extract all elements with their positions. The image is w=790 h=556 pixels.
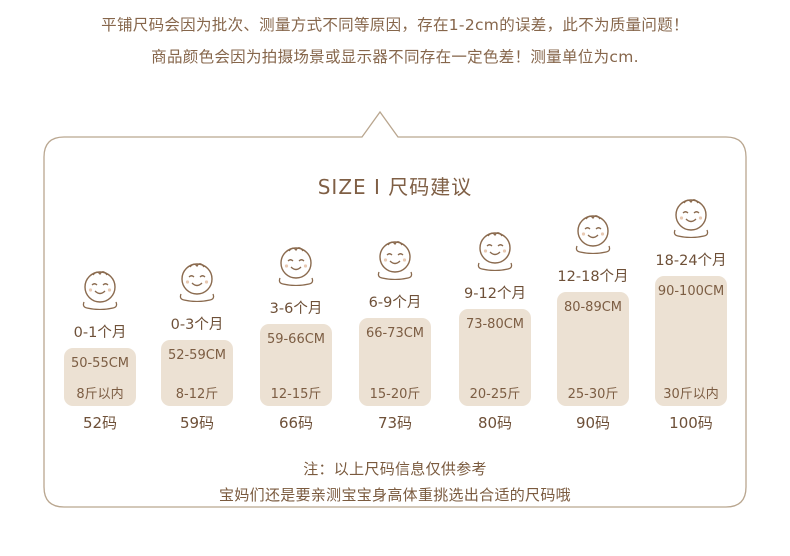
size-code: 59码: [179, 414, 215, 432]
size-column-7: 18-24个月 90-100CM 30斤以内 100码: [655, 0, 727, 432]
size-card: 80-89CM 25-30斤: [557, 292, 629, 406]
size-column-4: 6-9个月 66-73CM 15-20斤 73码: [359, 0, 431, 432]
size-column-1: 0-1个月 50-55CM 8斤以内 52码: [64, 0, 136, 432]
age-label: 18-24个月: [655, 253, 727, 269]
height-range: 50-55CM: [70, 356, 130, 371]
baby-face-icon: [373, 236, 417, 281]
size-card: 90-100CM 30斤以内: [655, 276, 727, 406]
size-code: 73码: [377, 414, 413, 432]
height-range: 59-66CM: [266, 332, 326, 347]
age-label: 0-3个月: [170, 317, 224, 333]
weight-range: 8斤以内: [76, 387, 124, 402]
size-column-3: 3-6个月 59-66CM 12-15斤 66码: [260, 0, 332, 432]
age-label: 9-12个月: [464, 286, 526, 302]
size-card: 52-59CM 8-12斤: [161, 340, 233, 406]
height-range: 73-80CM: [465, 317, 525, 332]
size-title: SIZE I 尺码建议: [317, 175, 473, 199]
weight-range: 15-20斤: [369, 387, 421, 402]
size-column-6: 12-18个月 80-89CM 25-30斤 90码: [557, 0, 629, 432]
height-range: 80-89CM: [563, 300, 623, 315]
footer-tip: 宝妈们还是要亲测宝宝身高体重挑选出合适的尺码哦: [219, 486, 571, 504]
baby-face-icon: [571, 210, 615, 255]
size-card: 66-73CM 15-20斤: [359, 318, 431, 406]
size-card: 59-66CM 12-15斤: [260, 324, 332, 406]
weight-range: 20-25斤: [469, 387, 521, 402]
baby-face-icon: [175, 258, 219, 303]
size-code: 80码: [477, 414, 513, 432]
age-label: 12-18个月: [557, 269, 629, 285]
size-card: 50-55CM 8斤以内: [64, 348, 136, 406]
baby-face-icon: [78, 266, 122, 311]
weight-range: 25-30斤: [567, 387, 619, 402]
age-label: 3-6个月: [269, 301, 323, 317]
height-range: 52-59CM: [167, 348, 227, 363]
age-label: 0-1个月: [73, 325, 127, 341]
age-label: 6-9个月: [368, 295, 422, 311]
weight-range: 8-12斤: [175, 387, 219, 402]
weight-range: 12-15斤: [270, 387, 322, 402]
baby-face-icon: [473, 227, 517, 272]
size-code: 66码: [278, 414, 314, 432]
size-code: 100码: [669, 414, 713, 432]
weight-range: 30斤以内: [663, 387, 719, 402]
height-range: 90-100CM: [657, 284, 725, 299]
note-line-1: 平铺尺码会因为批次、测量方式不同等原因，存在1-2cm的误差，此不为质量问题！: [101, 16, 689, 34]
note-line-2: 商品颜色会因为拍摄场景或显示器不同存在一定色差！测量单位为cm.: [151, 48, 639, 66]
baby-face-icon: [274, 242, 318, 287]
size-column-5: 9-12个月 73-80CM 20-25斤 80码: [459, 0, 531, 432]
footer-note: 注：以上尺码信息仅供参考: [303, 460, 487, 478]
height-range: 66-73CM: [365, 326, 425, 341]
size-column-2: 0-3个月 52-59CM 8-12斤 59码: [161, 0, 233, 432]
size-code: 90码: [575, 414, 611, 432]
size-card: 73-80CM 20-25斤: [459, 309, 531, 406]
size-code: 52码: [82, 414, 118, 432]
baby-face-icon: [669, 194, 713, 239]
